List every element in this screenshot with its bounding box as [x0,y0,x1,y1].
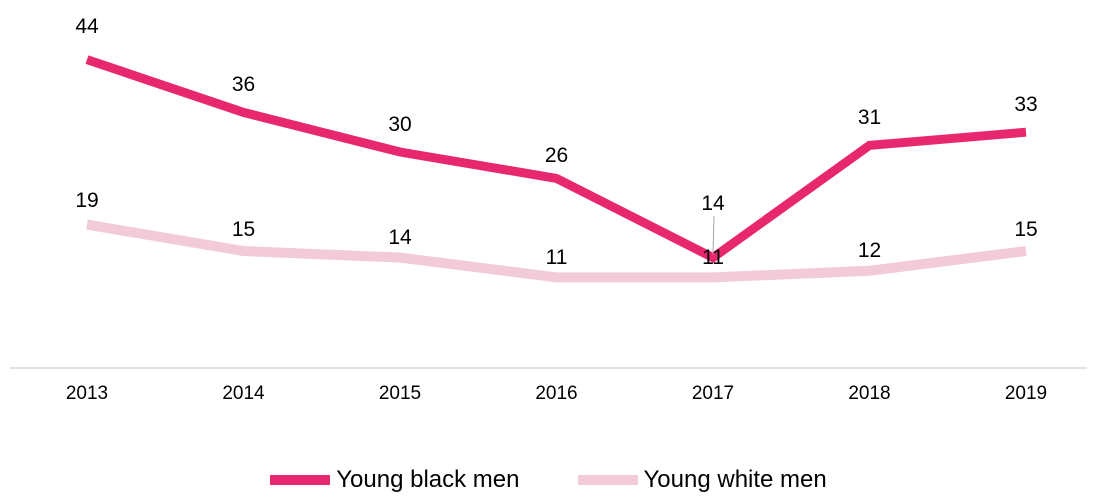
legend-item-young-white-men: Young white men [577,466,827,494]
legend-label-young-black-men: Young black men [336,466,520,493]
x-tick-label-2013: 2013 [66,383,108,404]
x-axis-tick-labels: 2013 2014 2015 2016 2017 2018 2019 [66,383,1047,404]
data-label-young-white-men-2017: 11 [702,246,724,269]
data-label-young-black-men-2015: 30 [388,113,411,136]
line-chart: 2013 2014 2015 2016 2017 2018 2019 44 36 30 26 14 3… [10,15,1087,404]
data-label-young-white-men-2018: 12 [858,239,881,262]
data-label-young-white-men-2014: 15 [232,218,255,241]
legend-swatch-young-black-men [270,475,331,485]
data-label-young-black-men-2017: 14 [701,192,725,215]
data-label-young-black-men-2013: 44 [75,15,99,38]
legend-item-young-black-men: Young black men [270,466,520,494]
legend-swatch-young-white-men [577,475,638,485]
data-labels: 44 36 30 26 14 31 33 19 15 14 11 11 12 15 [75,15,1037,269]
data-label-young-white-men-2015: 14 [388,226,412,249]
x-tick-label-2019: 2019 [1005,383,1047,404]
x-tick-label-2015: 2015 [379,383,421,404]
x-tick-label-2017: 2017 [692,383,734,404]
data-label-young-white-men-2019: 15 [1014,218,1037,241]
data-label-young-black-men-2019: 33 [1014,93,1037,116]
x-tick-label-2016: 2016 [535,383,577,404]
legend-label-young-white-men: Young white men [643,466,827,493]
series-layer [85,55,1027,283]
data-label-leader-line [712,215,715,255]
legend: Young black men Young white men [0,466,1097,494]
data-label-young-white-men-2016: 11 [546,246,568,269]
x-tick-label-2014: 2014 [222,383,265,404]
data-label-young-black-men-2018: 31 [858,106,881,129]
data-label-young-white-men-2013: 19 [75,189,98,212]
data-label-young-black-men-2014: 36 [232,73,255,96]
x-tick-label-2018: 2018 [848,383,890,404]
data-label-young-black-men-2016: 26 [545,144,568,167]
